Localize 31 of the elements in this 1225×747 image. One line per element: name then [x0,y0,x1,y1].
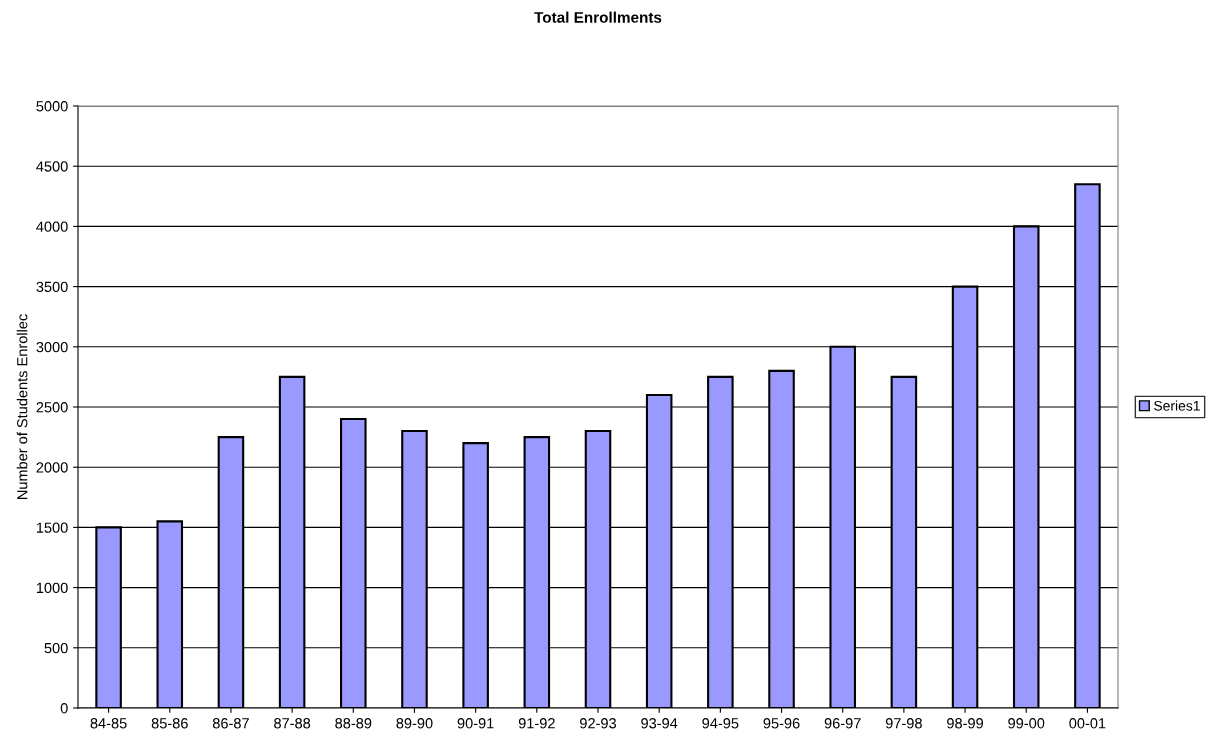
x-tick-label: 97-98 [885,718,922,729]
x-tick-label: 90-91 [457,718,494,729]
x-tick-label: 98-99 [947,718,984,729]
x-tick-label: 86-87 [212,718,249,729]
chart-title: Total Enrollments [534,11,662,23]
y-tick-label: 3000 [36,341,68,353]
x-tick-label: 89-90 [396,718,433,729]
x-tick-label: 92-93 [580,718,617,729]
x-tick-label: 88-89 [335,718,372,729]
y-tick-label: 2500 [36,402,68,413]
y-tick-label: 3500 [36,281,68,293]
y-tick-label: 4500 [36,161,68,172]
x-tick-label: 84-85 [90,718,127,729]
y-tick-label: 1000 [36,582,68,594]
y-axis-title: Number of Students Enrollec [16,314,28,500]
y-tick-label: 2000 [36,462,68,473]
x-tick-label: 85-86 [151,718,188,729]
x-tick-label: 91-92 [518,718,555,729]
y-tick-label: 1500 [36,522,68,533]
x-tick-label: 93-94 [641,718,678,729]
x-tick-label: 95-96 [763,718,800,729]
y-tick-label: 4000 [36,221,68,232]
x-tick-label: 00-01 [1069,718,1106,729]
x-tick-label: 99-00 [1008,718,1045,729]
x-tick-label: 94-95 [702,718,739,729]
y-tick-label: 5000 [36,101,68,112]
y-tick-label: 0 [60,703,68,714]
legend-label: Series1 [1154,400,1200,411]
x-tick-label: 87-88 [274,718,311,729]
y-tick-label: 500 [44,642,68,654]
x-tick-label: 96-97 [824,718,861,729]
